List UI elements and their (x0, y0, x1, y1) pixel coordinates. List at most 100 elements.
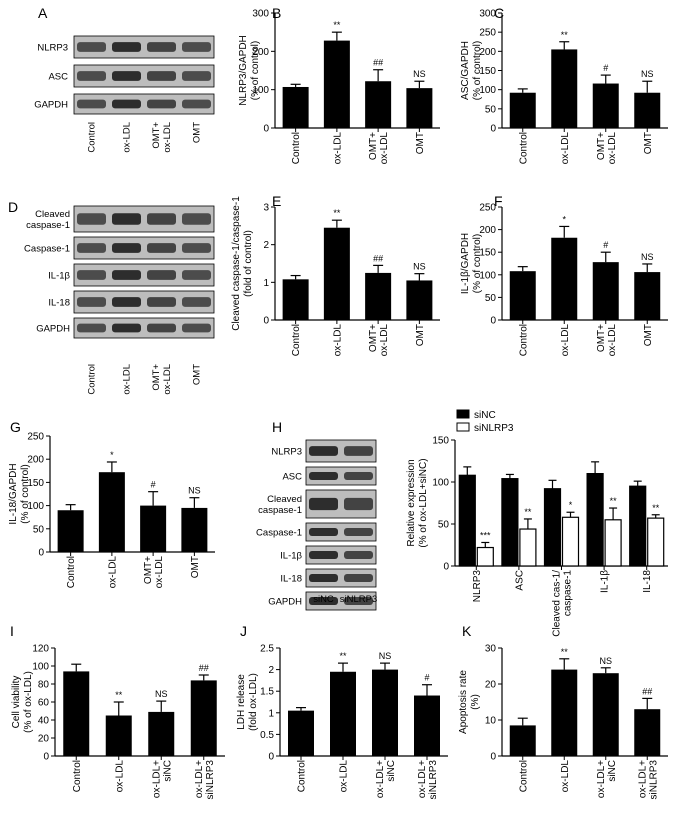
bar (372, 669, 398, 756)
blot-row-label: GAPDH (34, 100, 68, 111)
bar (414, 695, 440, 756)
significance-label: ** (333, 208, 341, 218)
bar-chart-e: 0 1 2 3 Cleaved caspase-1/caspase-1 (fold of … (231, 196, 440, 356)
x-tick-label: ox-LDL (379, 132, 390, 165)
x-tick-label: Control (518, 324, 529, 356)
significance-label: ** (561, 30, 569, 40)
y-axis-label-line: Apoptosis rate (458, 670, 469, 734)
blot-band (182, 71, 211, 81)
blot-band (77, 213, 106, 225)
significance-label: # (424, 673, 429, 683)
blot-row: IL-18 (48, 290, 215, 314)
panel-label-f: F (494, 193, 503, 209)
blot-strip (305, 545, 377, 565)
significance-label: NS (413, 69, 426, 79)
y-tick-label: 1.5 (260, 687, 274, 698)
blot-row-label: caspase-1 (26, 220, 70, 231)
blot-row-label: IL-18 (48, 298, 70, 309)
blot-band (77, 243, 106, 253)
x-tick-label: Control (291, 132, 302, 164)
blot-band (182, 323, 211, 333)
y-tick-label: 0 (38, 548, 44, 559)
bar (476, 546, 494, 567)
bar (323, 227, 350, 320)
bar (551, 237, 578, 320)
y-tick-label: 0 (490, 316, 496, 327)
x-tick-label: siNC (162, 760, 173, 782)
bar (543, 488, 562, 567)
y-tick-label: 30 (485, 644, 497, 655)
legend-swatch (456, 422, 470, 432)
bar (501, 478, 519, 567)
blot-band (344, 528, 373, 536)
y-axis-label-line: LDH release (236, 674, 247, 730)
bar-chart-j: 0 0.5 1 1.5 2 2.5 LDH release (fold ox-LDL) Cont… (236, 644, 448, 799)
x-tick-label: OMT+ (596, 132, 607, 160)
blot-row-label: GAPDH (36, 324, 70, 335)
x-tick-label: Control (291, 324, 302, 356)
y-tick-label: 300 (252, 9, 269, 20)
blot-band (77, 99, 106, 109)
blot-strip (305, 439, 377, 463)
significance-label: NS (599, 656, 612, 666)
x-tick-label: OMT (415, 132, 426, 154)
x-tick-label: IL-1β (600, 570, 611, 593)
y-tick-label: 150 (479, 248, 496, 259)
blot-lane-label: ox-LDL (122, 122, 133, 153)
bar (551, 669, 578, 756)
blot-band (77, 270, 106, 280)
x-tick-label: ox-LDL (560, 760, 571, 793)
blot-lane-label: siNC (313, 594, 334, 605)
y-axis-label-line: (% of control) (472, 234, 483, 293)
bar (592, 673, 619, 756)
bar (406, 280, 433, 320)
blot-row: IL-1β (48, 263, 215, 287)
blot-band (147, 270, 176, 280)
bar (288, 710, 314, 756)
significance-label: ** (610, 496, 618, 506)
blot-band (182, 99, 211, 109)
blot-strip (73, 290, 215, 314)
significance-label: # (151, 480, 156, 490)
x-tick-label: ox-LDL+ (596, 760, 607, 798)
y-tick-label: 50 (438, 520, 450, 531)
blot-strip (305, 591, 377, 611)
blot-band (112, 243, 141, 253)
y-tick-label: 20 (38, 734, 50, 745)
panel-label-k: K (462, 623, 472, 639)
panel-label-a: A (38, 5, 48, 21)
y-tick-label: 50 (33, 524, 45, 535)
blot-row-label: IL-1β (48, 271, 70, 282)
y-axis-label-line: ASC/GAPDH (460, 41, 471, 100)
x-tick-label: OMT+ (368, 324, 379, 352)
y-tick-label: 100 (252, 85, 269, 96)
y-tick-label: 100 (432, 478, 449, 489)
bar (282, 86, 309, 128)
blot-band (112, 71, 141, 81)
y-tick-label: 100 (479, 270, 496, 281)
x-tick-label: ox-LDL (332, 324, 343, 357)
blot-lane-label: OMT (192, 122, 203, 143)
significance-label: ** (339, 651, 347, 661)
y-axis-label-line: (% of control) (250, 41, 261, 100)
blot-row-label: ASC (282, 472, 302, 483)
blot-band (344, 446, 373, 456)
y-axis-label: IL-1β/GAPDH (% of control) (460, 233, 483, 294)
y-axis-label-line: (% of control) (472, 41, 483, 100)
significance-label: ## (199, 663, 209, 673)
y-tick-label: 1 (263, 278, 269, 289)
bar (634, 92, 661, 128)
blot-strip (73, 64, 215, 88)
blot-band (112, 270, 141, 280)
y-tick-label: 0 (443, 562, 449, 573)
significance-label: * (110, 450, 114, 460)
blot-band (309, 597, 338, 605)
blot-strip (73, 93, 215, 115)
x-tick-label: ox-LDL (114, 760, 125, 793)
x-tick-label: Control (72, 760, 83, 792)
significance-label: * (562, 214, 566, 224)
y-tick-label: 2 (263, 240, 269, 251)
x-tick-label: Cleaved cas-1/ (552, 570, 563, 637)
blot-row: IL-1β (280, 545, 377, 565)
